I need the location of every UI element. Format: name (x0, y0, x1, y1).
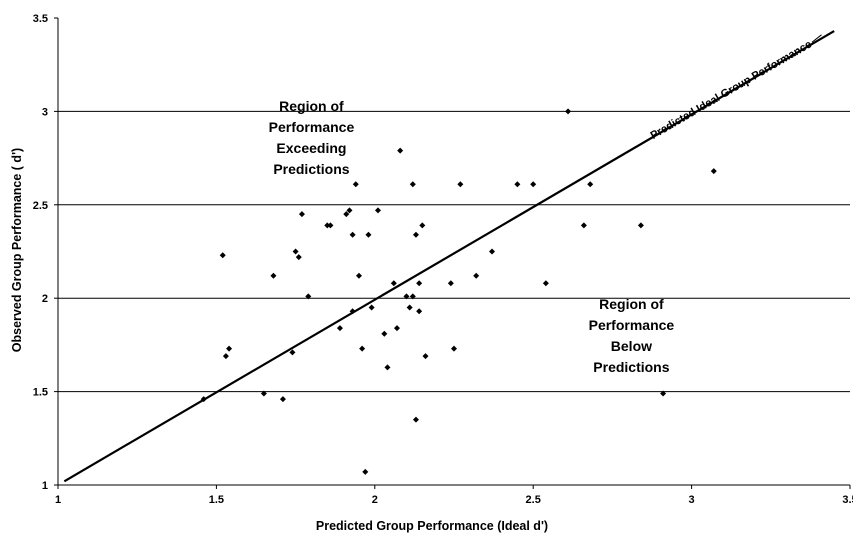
data-point-12 (324, 222, 331, 229)
plot-frame (57, 18, 850, 486)
region-annotation-0-line-3: Predictions (273, 161, 349, 177)
ideal-line-leader (811, 34, 822, 43)
y-tick-label-0: 1 (42, 480, 48, 492)
data-point-6 (279, 396, 286, 403)
data-point-3 (226, 345, 233, 352)
x-tick-label-5: 3.5 (842, 494, 853, 506)
data-point-49 (565, 108, 572, 115)
data-point-13 (327, 222, 334, 229)
region-annotation-1-line-2: Below (611, 338, 652, 354)
y-tick-label-2: 2 (42, 293, 48, 305)
region-annotations: Region of Performance Exceeding Predictions… (269, 98, 675, 375)
data-point-1 (219, 252, 226, 259)
ideal-line-label: Predicted Ideal Group Performance (649, 38, 814, 142)
data-point-23 (365, 231, 372, 238)
region-annotation-0-line-1: Performance (269, 119, 355, 135)
data-point-27 (384, 364, 391, 371)
data-point-24 (368, 304, 375, 311)
data-point-26 (381, 330, 388, 337)
region-annotation-1-line-0: Region of (599, 296, 664, 312)
data-point-16 (346, 207, 353, 214)
grid-lines (58, 110, 850, 393)
data-point-33 (409, 293, 416, 300)
data-point-41 (447, 280, 454, 287)
x-tick-label-2: 2 (372, 494, 378, 506)
data-point-21 (359, 345, 366, 352)
data-point-37 (416, 308, 423, 315)
x-tick-label-4: 3 (689, 494, 695, 506)
y-axis-ticks: 1 1.5 2 2.5 3 3.5 (33, 13, 58, 492)
data-point-29 (393, 325, 400, 332)
data-points (200, 108, 717, 475)
region-annotation-1-line-1: Performance (589, 317, 675, 333)
data-point-45 (489, 248, 496, 255)
data-point-52 (637, 222, 644, 229)
data-point-51 (587, 181, 594, 188)
y-axis-title: Observed Group Performance ( d') (10, 148, 24, 352)
data-point-9 (295, 254, 302, 261)
data-point-48 (542, 280, 549, 287)
x-tick-label-3: 2.5 (526, 494, 541, 506)
data-point-10 (298, 211, 305, 218)
data-point-53 (660, 390, 667, 397)
data-point-25 (374, 207, 381, 214)
y-tick-label-3: 2.5 (33, 200, 48, 212)
data-point-30 (397, 147, 404, 154)
x-axis-ticks: 1 1.5 2 2.5 3 3.5 (55, 485, 853, 506)
data-point-42 (451, 345, 457, 352)
region-annotation-0-line-0: Region of (279, 98, 344, 114)
data-point-40 (422, 353, 429, 360)
data-point-36 (412, 416, 419, 423)
data-point-50 (580, 222, 587, 229)
y-tick-label-5: 3.5 (33, 13, 48, 25)
data-point-31 (403, 293, 410, 300)
data-point-15 (343, 211, 350, 218)
ideal-performance-line: Predicted Ideal Group Performance (63, 30, 835, 483)
data-point-28 (390, 280, 397, 287)
y-tick-label-4: 3 (42, 106, 48, 118)
data-point-38 (416, 280, 423, 287)
data-point-5 (270, 272, 277, 279)
data-point-8 (292, 248, 299, 255)
data-point-32 (406, 304, 413, 311)
data-point-35 (412, 231, 419, 238)
data-point-47 (530, 181, 537, 188)
data-point-43 (457, 181, 464, 188)
data-point-11 (305, 293, 312, 300)
region-annotation-1-line-3: Predictions (593, 359, 669, 375)
data-point-17 (349, 231, 356, 238)
y-tick-label-1: 1.5 (33, 387, 48, 399)
data-point-14 (336, 325, 343, 332)
data-point-7 (289, 349, 296, 356)
data-point-34 (409, 181, 416, 188)
data-point-44 (473, 272, 480, 279)
region-annotation-0-line-2: Exceeding (276, 140, 346, 156)
x-tick-label-0: 1 (55, 494, 61, 506)
data-point-39 (419, 222, 426, 229)
data-point-54 (710, 168, 717, 175)
data-point-20 (355, 272, 362, 279)
data-point-22 (362, 468, 369, 475)
x-tick-label-1: 1.5 (209, 494, 224, 506)
ideal-line (63, 30, 835, 483)
data-point-19 (352, 181, 359, 188)
data-point-46 (514, 181, 521, 188)
x-axis-title: Predicted Group Performance (Ideal d') (316, 519, 548, 533)
data-point-2 (222, 353, 229, 360)
data-point-4 (260, 390, 267, 397)
